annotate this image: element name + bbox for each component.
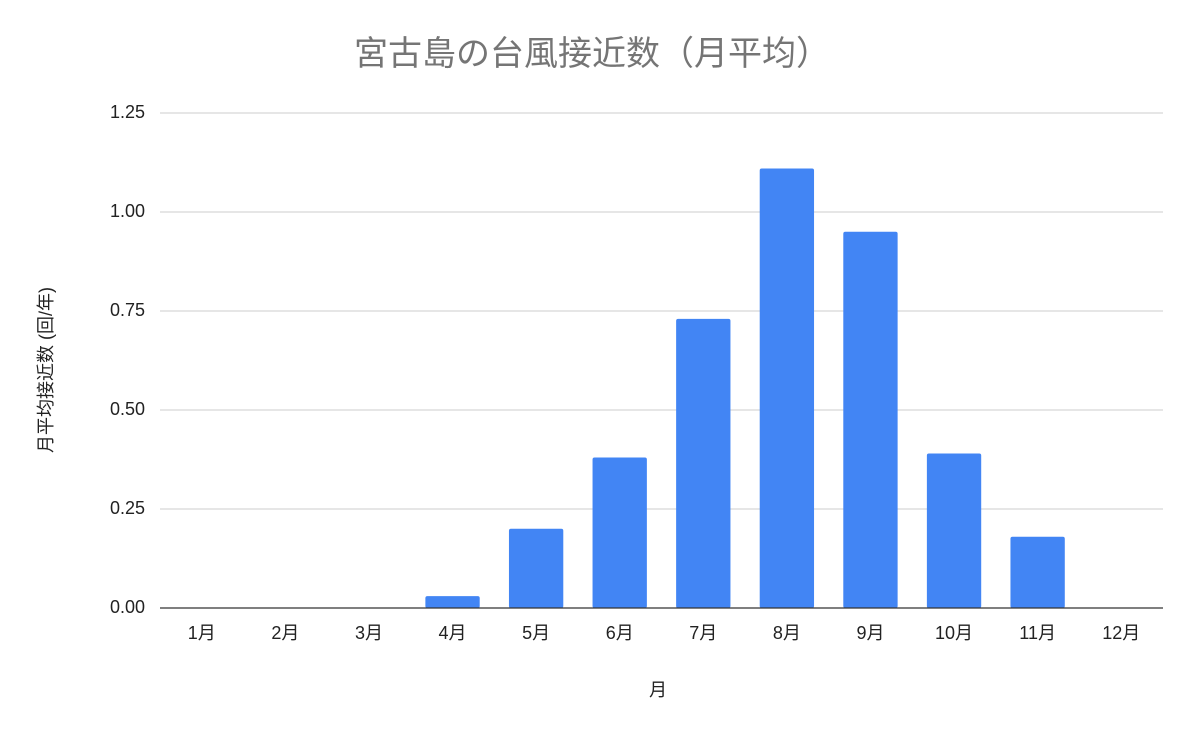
y-axis-label: 月平均接近数 (回/年) <box>36 287 56 453</box>
bar <box>843 231 898 609</box>
x-tick-label: 11月 <box>1019 623 1056 643</box>
y-tick-label: 0.25 <box>110 498 145 518</box>
y-tick-label: 0.00 <box>110 597 145 617</box>
x-tick-label: 3月 <box>355 623 383 643</box>
y-tick-label: 1.25 <box>110 102 145 122</box>
x-tick-label: 10月 <box>935 623 973 643</box>
chart-title: 宮古島の台風接近数（月平均） <box>354 35 830 73</box>
x-tick-label: 6月 <box>606 623 634 643</box>
y-tick-label: 0.50 <box>110 399 145 419</box>
x-tick-label: 5月 <box>522 623 550 643</box>
x-tick-label: 7月 <box>689 623 717 643</box>
bar <box>676 318 731 608</box>
bar <box>1010 536 1065 608</box>
x-axis-label: 月 <box>649 680 667 700</box>
y-tick-label: 0.75 <box>110 300 145 320</box>
bar <box>592 457 647 608</box>
x-tick-label: 8月 <box>773 623 801 643</box>
x-tick-label: 12月 <box>1102 623 1140 643</box>
x-tick-label: 9月 <box>856 623 884 643</box>
bar <box>926 453 982 608</box>
x-tick-label: 2月 <box>271 623 299 643</box>
x-tick-label: 1月 <box>188 623 216 643</box>
x-tick-label: 4月 <box>439 623 467 643</box>
bar <box>759 168 815 608</box>
bar <box>425 596 480 608</box>
y-tick-label: 1.00 <box>110 201 145 221</box>
bar <box>508 528 564 608</box>
